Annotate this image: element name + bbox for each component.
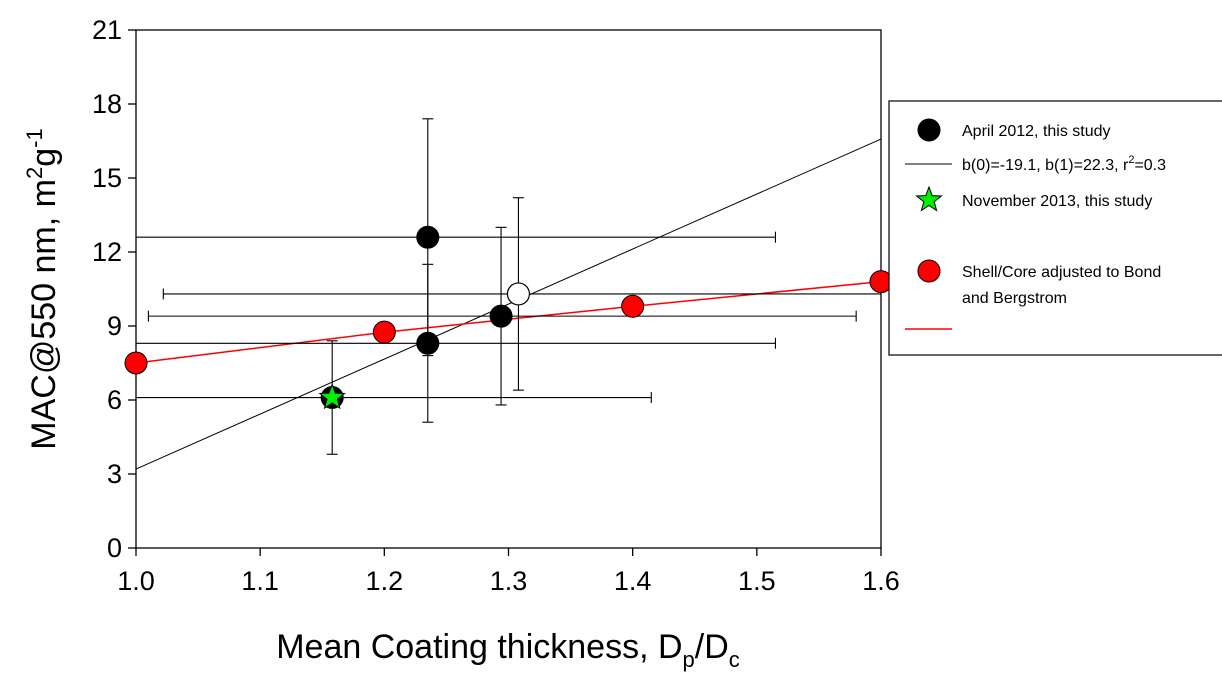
y-tick-label: 3 [107, 459, 122, 489]
y-axis-title: MAC@550 nm, m2g-1 [22, 128, 63, 449]
x-axis-title: Mean Coating thickness, Dp/Dc [276, 628, 740, 672]
data-point-shell-core [125, 352, 147, 374]
data-point-shell-core [622, 295, 644, 317]
y-axis: 0 3 6 9 12 15 18 21 [92, 15, 136, 563]
y-tick-label: 15 [92, 163, 122, 193]
fit-lines [136, 139, 881, 469]
data-point-april [490, 305, 512, 327]
x-axis: 1.0 1.1 1.2 1.3 1.4 1.5 1.6 [117, 548, 900, 596]
legend-label-november: November 2013, this study [962, 193, 1152, 210]
y-tick-label: 9 [107, 311, 122, 341]
legend-marker-april [918, 119, 940, 141]
data-point-shell-core [373, 321, 395, 343]
data-point-april [417, 226, 439, 248]
data-points [125, 226, 892, 408]
legend: April 2012, this study b(0)=-19.1, b(1)=… [889, 101, 1222, 355]
x-tick-label: 1.0 [117, 566, 155, 596]
y-tick-label: 18 [92, 89, 122, 119]
x-tick-label: 1.6 [862, 566, 900, 596]
x-tick-label: 1.1 [241, 566, 279, 596]
x-tick-label: 1.2 [366, 566, 404, 596]
y-tick-label: 0 [107, 533, 122, 563]
x-tick-label: 1.3 [490, 566, 528, 596]
legend-label-fit: b(0)=-19.1, b(1)=22.3, r2=0.3 [962, 154, 1166, 174]
y-tick-label: 12 [92, 237, 122, 267]
error-bars [136, 119, 881, 454]
legend-label-shell-line2: and Bergstrom [962, 290, 1067, 307]
y-tick-label: 6 [107, 385, 122, 415]
legend-marker-shell [918, 260, 940, 282]
x-tick-label: 1.5 [738, 566, 776, 596]
legend-label-april: April 2012, this study [962, 123, 1111, 140]
data-point-april [417, 332, 439, 354]
x-tick-label: 1.4 [614, 566, 652, 596]
y-tick-label: 21 [92, 15, 122, 45]
data-point-open [507, 283, 529, 305]
legend-label-shell-line1: Shell/Core adjusted to Bond [962, 264, 1161, 281]
regression-line [136, 139, 881, 469]
